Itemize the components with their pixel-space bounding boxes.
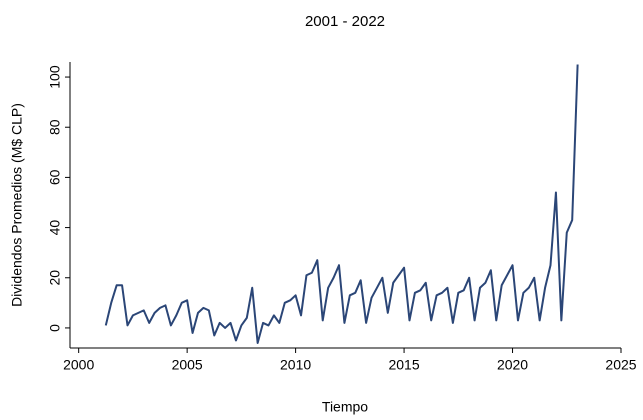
data-line bbox=[104, 64, 579, 344]
y-tick-label: 20 bbox=[47, 270, 63, 286]
x-tick-label: 2005 bbox=[172, 357, 203, 373]
y-tick-label: 40 bbox=[47, 220, 63, 236]
y-tick-label: 60 bbox=[47, 169, 63, 185]
x-tick-label: 2025 bbox=[605, 357, 636, 373]
x-tick-label: 2010 bbox=[280, 357, 311, 373]
x-axis-label: Tiempo bbox=[322, 399, 368, 415]
x-tick-label: 2020 bbox=[497, 357, 528, 373]
y-tick-label: 0 bbox=[47, 324, 63, 332]
y-axis-label: Dividendos Promedios (M$ CLP) bbox=[9, 103, 25, 307]
x-tick-label: 2000 bbox=[63, 357, 94, 373]
y-tick-label: 80 bbox=[47, 119, 63, 135]
x-tick-label: 2015 bbox=[388, 357, 419, 373]
chart-title: 2001 - 2022 bbox=[305, 13, 385, 30]
y-tick-label: 100 bbox=[47, 65, 63, 89]
